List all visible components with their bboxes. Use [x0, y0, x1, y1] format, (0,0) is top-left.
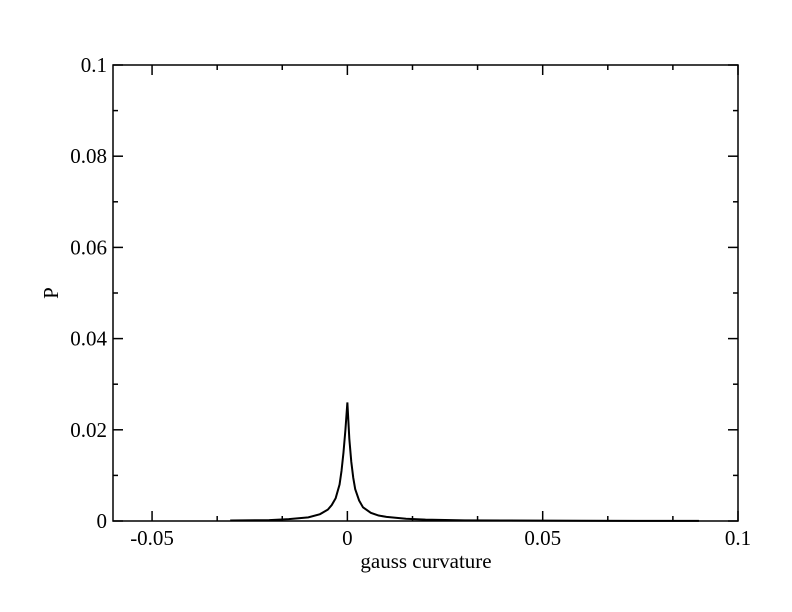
y-axis-label: P: [39, 287, 63, 299]
y-tick-label: 0.08: [70, 144, 107, 168]
data-line: [230, 402, 699, 522]
y-tick-label: 0: [97, 509, 108, 533]
y-tick-label: 0.04: [70, 327, 107, 351]
y-tick-label: 0.1: [81, 53, 107, 77]
y-tick-label: 0.02: [70, 418, 107, 442]
x-axis-label: gauss curvature: [360, 549, 491, 573]
x-tick-label: 0.1: [725, 526, 751, 550]
x-tick-label: 0: [342, 526, 353, 550]
y-tick-label: 0.06: [70, 235, 107, 259]
plot-frame: [112, 64, 739, 522]
x-tick-label: -0.05: [130, 526, 174, 550]
x-tick-label: 0.05: [524, 526, 561, 550]
